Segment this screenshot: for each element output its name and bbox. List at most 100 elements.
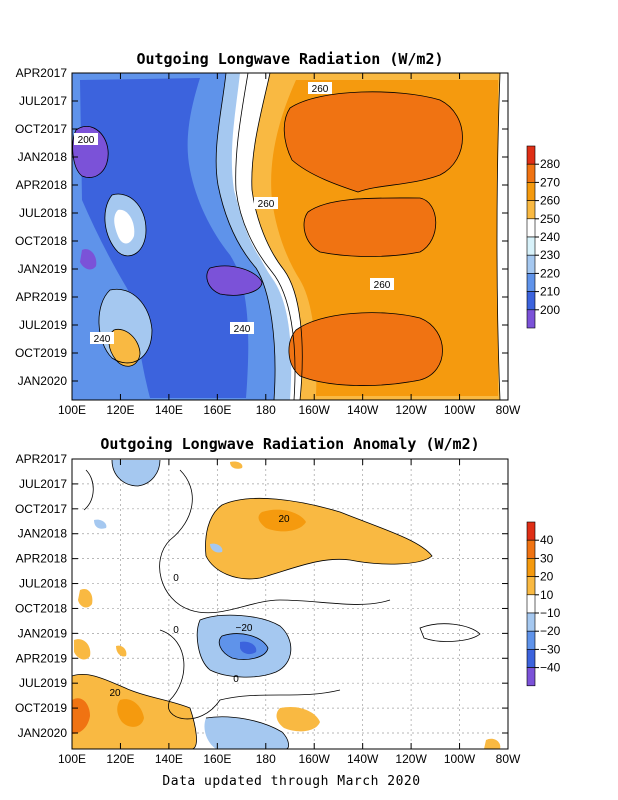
anomaly-colorbar-label: 10 — [540, 588, 554, 602]
anomaly-y-tick-label: OCT2018 — [15, 601, 67, 615]
olr-y-tick-label: JUL2017 — [19, 94, 67, 108]
footer-note: Data updated through March 2020 — [162, 774, 421, 789]
anom-positive-4 — [117, 699, 144, 727]
anomaly-colorbar-label: 30 — [540, 551, 554, 565]
anom-negative-2c — [240, 641, 257, 655]
anomaly-colorbar: 40 30 20 10 −10 −20 −30 −40 — [526, 521, 561, 687]
anomaly-y-tick-label: APR2017 — [16, 452, 68, 466]
olr-panel: Outgoing Longwave Radiation (W/m2) — [15, 50, 560, 417]
olr-contour-label: 200 — [78, 135, 95, 146]
anom-positive-10 — [484, 738, 501, 749]
anomaly-colorbar-swatch — [526, 594, 536, 614]
olr-y-tick-label: JUL2019 — [19, 318, 67, 332]
olr-region-blue-210 — [80, 78, 249, 398]
anomaly-contour-label: −20 — [236, 623, 253, 634]
olr-max-2 — [304, 197, 436, 257]
olr-region-east-edge — [497, 73, 508, 400]
anomaly-contour-labels: 20 0 0 −20 20 0 — [109, 514, 290, 699]
anom-positive-6 — [78, 588, 93, 608]
anom-negative-5 — [210, 543, 223, 553]
olr-y-tick-label: APR2017 — [16, 66, 68, 80]
olr-y-tick-label: JAN2019 — [18, 262, 68, 276]
anomaly-y-tick-label: APR2018 — [16, 552, 68, 566]
olr-y-tick-label: JAN2018 — [18, 150, 68, 164]
anomaly-x-tick-label: 120W — [395, 752, 427, 766]
olr-colorbar-swatch — [526, 254, 536, 274]
anomaly-colorbar-label: 40 — [540, 533, 554, 547]
anomaly-x-tick-label: 160W — [299, 752, 331, 766]
olr-y-tick-label: APR2019 — [16, 290, 68, 304]
anomaly-colorbar-label: −40 — [540, 661, 561, 675]
olr-x-tick-label: 160E — [203, 403, 231, 417]
anom-negative-4 — [94, 519, 107, 529]
anomaly-colorbar-label: −30 — [540, 642, 561, 656]
olr-contour-label: 240 — [94, 334, 111, 345]
olr-y-tick-label: OCT2018 — [15, 234, 67, 248]
olr-max-3 — [288, 312, 443, 386]
olr-y-tick-label: JUL2018 — [19, 206, 67, 220]
olr-colorbar-swatch — [526, 291, 536, 311]
anomaly-frame — [71, 458, 509, 750]
anom-positive-9 — [116, 645, 127, 657]
olr-field — [72, 73, 508, 400]
anomaly-x-tick-label: 100W — [444, 752, 476, 766]
olr-colorbar-label: 210 — [540, 285, 560, 299]
anomaly-colorbar-swatch — [526, 576, 536, 596]
anomaly-colorbar-swatch — [526, 667, 536, 687]
olr-colorbar-swatch — [526, 163, 536, 183]
olr-anomaly-title: Outgoing Longwave Radiation Anomaly (W/m… — [100, 435, 479, 453]
olr-contour-label: 260 — [312, 84, 329, 95]
olr-colorbar-swatch — [526, 200, 536, 220]
olr-colorbar-swatch — [526, 273, 536, 292]
olr-x-axis: 100E 120E 140E 160E 180 160W 140W 120W 100W 80W — [58, 73, 521, 417]
anomaly-contour-label: 20 — [278, 514, 290, 525]
olr-colorbar-label: 220 — [540, 266, 560, 280]
olr-colorbar-label: 240 — [540, 230, 560, 244]
anom-positive-8 — [230, 461, 243, 469]
olr-colorbar-label: 270 — [540, 175, 560, 189]
olr-contour-label: 260 — [258, 199, 275, 210]
anomaly-colorbar-label: 20 — [540, 570, 554, 584]
anomaly-x-tick-label: 140W — [347, 752, 379, 766]
anomaly-x-tick-label: 140E — [155, 752, 183, 766]
anomaly-colorbar-swatch — [526, 521, 536, 541]
anom-positive-7 — [74, 639, 91, 660]
olr-colorbar-swatch — [526, 309, 536, 329]
olr-contour-label: 260 — [374, 280, 391, 291]
olr-x-tick-label: 180 — [256, 403, 276, 417]
anom-positive-1b — [258, 509, 306, 532]
olr-colorbar-swatch — [526, 182, 536, 201]
anom-positive-3 — [72, 698, 90, 734]
anomaly-y-tick-label: APR2019 — [16, 651, 68, 665]
anomaly-y-tick-label: JAN2019 — [18, 626, 68, 640]
anomaly-contour-label: 0 — [173, 573, 179, 584]
olr-colorbar-label: 250 — [540, 212, 560, 226]
anomaly-x-tick-label: 160E — [203, 752, 231, 766]
olr-x-tick-label: 120W — [395, 403, 427, 417]
anom-positive-5 — [276, 706, 320, 732]
olr-x-tick-label: 100W — [444, 403, 476, 417]
anomaly-y-tick-label: JUL2017 — [19, 477, 67, 491]
anomaly-colorbar-swatch — [526, 649, 536, 668]
olr-x-tick-label: 100E — [58, 403, 86, 417]
olr-min-3 — [80, 249, 97, 270]
olr-y-tick-label: APR2018 — [16, 178, 68, 192]
olr-colorbar-swatch — [526, 218, 536, 238]
olr-y-tick-label: JAN2020 — [18, 374, 68, 388]
anomaly-colorbar-label: −10 — [540, 606, 561, 620]
anomaly-x-tick-label: 100E — [58, 752, 86, 766]
anomaly-colorbar-label: −20 — [540, 624, 561, 638]
anomaly-grid — [72, 459, 508, 749]
anomaly-x-axis: 100E 120E 140E 160E 180 160W 140W 120W 100W 80W — [58, 459, 521, 766]
anomaly-x-tick-label: 80W — [496, 752, 521, 766]
olr-contour-labels: 200 260 260 240 260 240 — [74, 82, 394, 345]
anomaly-y-tick-label: OCT2017 — [15, 502, 67, 516]
anomaly-y-axis: APR2017 JUL2017 OCT2017 JAN2018 APR2018 JUL20… — [15, 452, 508, 740]
olr-x-tick-label: 120E — [106, 403, 134, 417]
olr-pocket-2 — [114, 209, 135, 244]
olr-x-tick-label: 140W — [347, 403, 379, 417]
anomaly-y-tick-label: JUL2019 — [19, 676, 67, 690]
anomaly-contour-label: 0 — [173, 625, 179, 636]
olr-x-tick-label: 160W — [299, 403, 331, 417]
anomaly-colorbar-swatch — [526, 630, 536, 650]
